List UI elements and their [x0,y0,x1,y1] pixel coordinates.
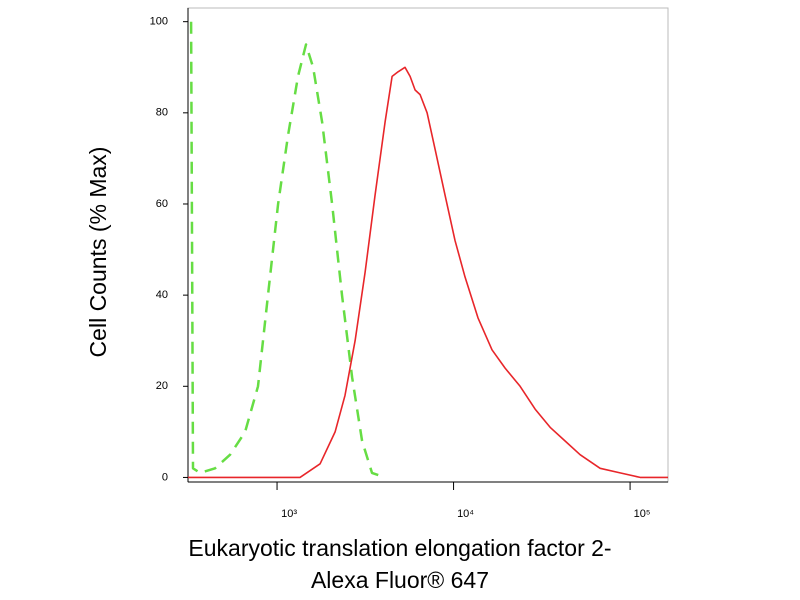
x-tick-label: 10⁴ [457,508,474,520]
y-tick-label: 60 [156,198,168,210]
y-tick-label: 80 [156,107,168,119]
x-tick-label: 10³ [281,508,297,520]
y-tick-label: 20 [156,380,168,392]
y-tick-label: 100 [150,16,168,28]
y-axis-label: Cell Counts (% Max) [85,147,111,358]
series-line [189,21,386,479]
y-tick-label: 40 [156,289,168,301]
x-axis-label: Eukaryotic translation elongation factor… [188,535,611,561]
x-axis-label: Alexa Fluor® 647 [311,567,489,593]
y-tick-label: 0 [162,471,168,483]
series-line [188,66,668,479]
plot-frame [187,7,669,483]
x-tick-label: 10⁵ [634,508,651,520]
